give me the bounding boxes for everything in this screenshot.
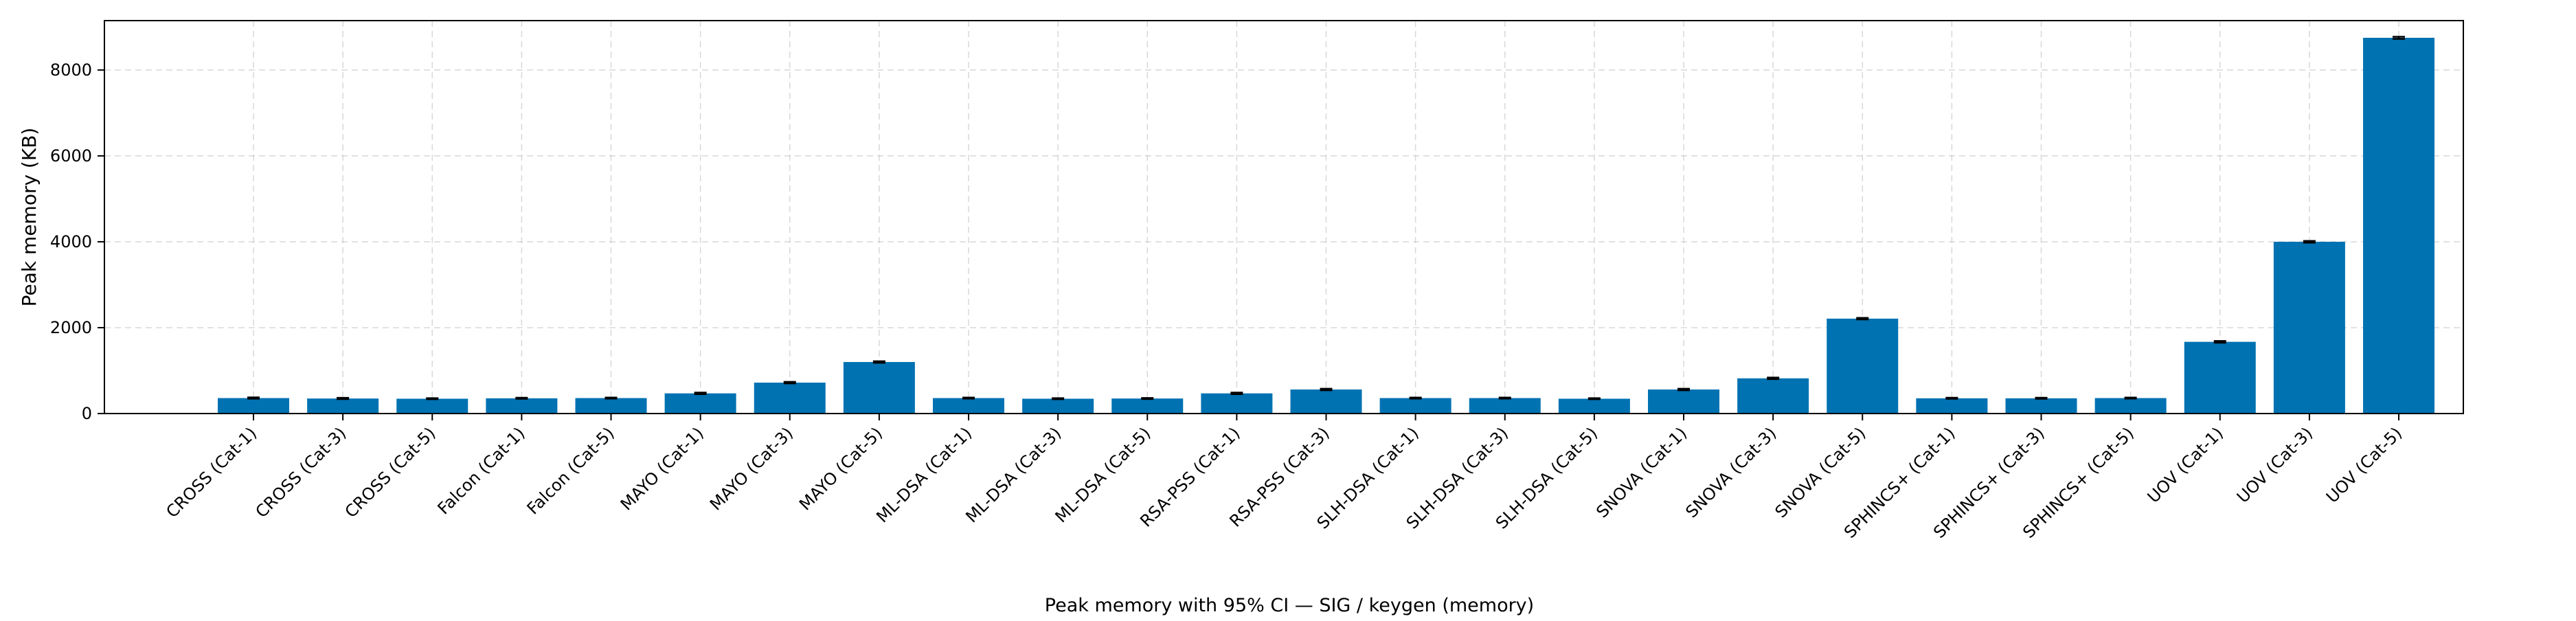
error-bars <box>247 36 2405 400</box>
x-tick-label: UOV (Cat-1) <box>2144 423 2227 506</box>
bar <box>1111 398 1184 414</box>
x-tick-label: UOV (Cat-3) <box>2233 423 2316 506</box>
x-tick-label: CROSS (Cat-3) <box>252 423 350 521</box>
bar <box>2273 241 2345 414</box>
bars <box>218 38 2434 414</box>
x-tick-label: CROSS (Cat-5) <box>341 423 440 521</box>
x-tick-label: SNOVA (Cat-1) <box>1592 423 1691 521</box>
bar <box>1558 398 1630 414</box>
bar <box>2184 341 2256 414</box>
y-axis: 0 2000 4000 6000 8000 <box>50 60 104 423</box>
x-tick-label: MAYO (Cat-5) <box>795 423 886 514</box>
x-tick-label: SNOVA (Cat-5) <box>1772 423 1870 521</box>
bar <box>754 382 826 414</box>
bar <box>1201 393 1273 414</box>
bar <box>1022 398 1094 414</box>
x-tick-label: MAYO (Cat-1) <box>617 423 708 514</box>
bar <box>1648 389 1719 414</box>
bar <box>307 398 379 414</box>
x-axis-label: Peak memory with 95% CI — SIG / keygen (… <box>1045 595 1534 616</box>
bar <box>664 393 736 414</box>
bar <box>2094 398 2167 414</box>
bar <box>2363 38 2434 414</box>
x-tick-label: ML-DSA (Cat-1) <box>872 423 975 526</box>
x-axis: CROSS (Cat-1)CROSS (Cat-3)CROSS (Cat-5)F… <box>162 414 2406 542</box>
bar <box>933 398 1004 414</box>
bar <box>1827 318 1899 414</box>
y-tick-label: 2000 <box>50 318 92 337</box>
x-tick-label: CROSS (Cat-1) <box>162 423 260 521</box>
bar <box>486 398 558 414</box>
x-tick-label: UOV (Cat-5) <box>2323 423 2406 506</box>
bar <box>575 398 647 414</box>
x-tick-label: SNOVA (Cat-3) <box>1682 423 1780 521</box>
x-tick-label: MAYO (Cat-3) <box>706 423 797 514</box>
y-tick-label: 8000 <box>50 60 92 80</box>
bar <box>1737 378 1809 414</box>
bar <box>1469 398 1541 414</box>
bar <box>1916 398 1988 414</box>
bar <box>218 398 289 414</box>
x-tick-label: Falcon (Cat-1) <box>434 423 529 518</box>
plot-frame <box>104 20 2464 414</box>
bar <box>396 398 468 414</box>
y-axis-label: Peak memory (KB) <box>18 128 41 307</box>
bar <box>1290 389 1362 414</box>
y-tick-label: 0 <box>82 404 92 423</box>
x-tick-label: ML-DSA (Cat-3) <box>962 423 1065 526</box>
y-tick-label: 6000 <box>50 146 92 166</box>
x-tick-label: ML-DSA (Cat-5) <box>1052 423 1155 526</box>
grid <box>104 21 2463 414</box>
bar <box>843 361 915 414</box>
y-tick-label: 4000 <box>50 232 92 251</box>
bar <box>1379 398 1451 414</box>
x-tick-label: Falcon (Cat-5) <box>523 423 618 518</box>
bar <box>2005 398 2077 414</box>
